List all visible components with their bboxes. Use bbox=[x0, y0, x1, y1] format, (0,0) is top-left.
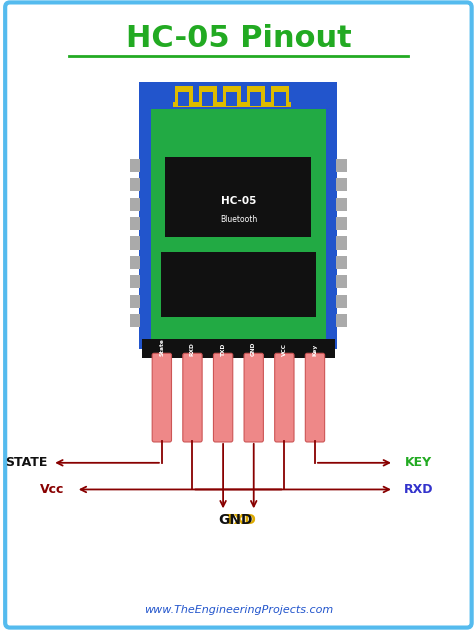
Bar bbox=[130, 275, 140, 289]
Bar bbox=[337, 217, 347, 230]
Bar bbox=[139, 83, 337, 109]
Bar bbox=[199, 86, 217, 106]
Text: TXD: TXD bbox=[225, 513, 257, 527]
Text: Bluetooth: Bluetooth bbox=[220, 215, 257, 224]
Bar bbox=[130, 314, 140, 327]
FancyBboxPatch shape bbox=[244, 353, 264, 442]
Bar bbox=[337, 198, 347, 211]
Bar bbox=[226, 92, 237, 106]
Text: KEY: KEY bbox=[405, 456, 432, 469]
Text: www.TheEngineeringProjects.com: www.TheEngineeringProjects.com bbox=[144, 605, 333, 615]
Text: Vcc: Vcc bbox=[40, 483, 64, 496]
Bar bbox=[223, 86, 241, 106]
Text: GND: GND bbox=[219, 513, 253, 527]
Bar bbox=[130, 217, 140, 230]
FancyBboxPatch shape bbox=[5, 3, 472, 627]
Bar bbox=[173, 102, 291, 107]
FancyBboxPatch shape bbox=[305, 353, 325, 442]
Bar bbox=[250, 92, 262, 106]
Bar bbox=[165, 158, 311, 238]
Bar bbox=[130, 159, 140, 172]
Bar bbox=[337, 159, 347, 172]
FancyBboxPatch shape bbox=[213, 353, 233, 442]
Bar bbox=[130, 236, 140, 249]
Bar bbox=[247, 86, 265, 106]
Bar bbox=[139, 83, 337, 349]
Text: VCC: VCC bbox=[282, 343, 287, 356]
FancyBboxPatch shape bbox=[275, 353, 294, 442]
Text: GND: GND bbox=[251, 341, 256, 356]
Bar bbox=[151, 106, 326, 346]
Bar bbox=[130, 178, 140, 192]
Text: HC-05 Pinout: HC-05 Pinout bbox=[126, 25, 351, 54]
Bar bbox=[178, 92, 190, 106]
Bar bbox=[130, 256, 140, 269]
Bar bbox=[337, 275, 347, 289]
Bar bbox=[130, 295, 140, 307]
Bar bbox=[337, 256, 347, 269]
Bar bbox=[202, 92, 213, 106]
Bar bbox=[175, 86, 193, 106]
Bar bbox=[161, 252, 316, 318]
Bar bbox=[274, 92, 285, 106]
Text: RXD: RXD bbox=[190, 342, 195, 356]
Bar bbox=[337, 314, 347, 327]
Text: Key: Key bbox=[312, 343, 318, 356]
Text: State: State bbox=[159, 338, 164, 356]
Bar bbox=[271, 86, 289, 106]
FancyBboxPatch shape bbox=[183, 353, 202, 442]
Text: STATE: STATE bbox=[5, 456, 47, 469]
Text: TXD: TXD bbox=[220, 343, 226, 356]
Bar bbox=[337, 178, 347, 192]
Bar bbox=[337, 295, 347, 307]
Text: RXD: RXD bbox=[404, 483, 433, 496]
Bar bbox=[130, 198, 140, 211]
FancyBboxPatch shape bbox=[152, 353, 172, 442]
Bar bbox=[142, 339, 335, 358]
Bar bbox=[337, 236, 347, 249]
Text: HC-05: HC-05 bbox=[221, 196, 256, 206]
